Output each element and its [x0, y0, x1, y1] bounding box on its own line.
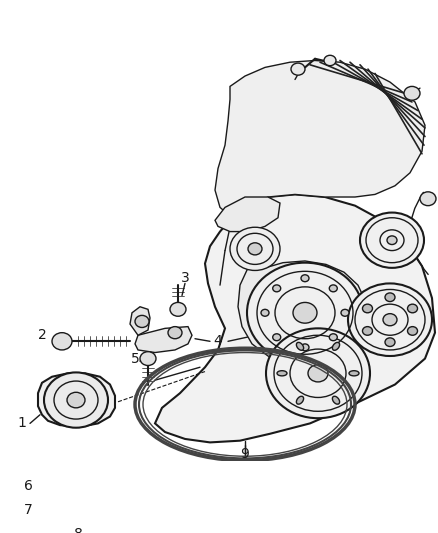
Text: 9: 9 — [240, 447, 249, 461]
Polygon shape — [130, 307, 150, 335]
Circle shape — [301, 275, 309, 281]
Circle shape — [329, 285, 337, 292]
Text: 4: 4 — [214, 334, 223, 348]
Polygon shape — [215, 60, 425, 218]
Ellipse shape — [332, 342, 339, 350]
Polygon shape — [238, 261, 368, 365]
Ellipse shape — [349, 370, 359, 376]
Circle shape — [261, 309, 269, 316]
Circle shape — [341, 309, 349, 316]
Circle shape — [293, 302, 317, 323]
Circle shape — [407, 304, 417, 313]
Circle shape — [105, 494, 119, 505]
Text: 3: 3 — [180, 271, 189, 285]
Text: 7: 7 — [24, 503, 32, 517]
Polygon shape — [48, 471, 122, 497]
Circle shape — [55, 495, 69, 507]
Circle shape — [266, 328, 370, 418]
Polygon shape — [135, 327, 192, 352]
Circle shape — [56, 481, 68, 491]
Circle shape — [348, 284, 432, 356]
Circle shape — [383, 313, 397, 326]
Text: 5: 5 — [131, 352, 139, 366]
Circle shape — [273, 285, 281, 292]
Text: 8: 8 — [74, 527, 82, 533]
Circle shape — [52, 333, 72, 350]
Polygon shape — [155, 195, 435, 442]
Circle shape — [301, 344, 309, 351]
Text: 1: 1 — [18, 416, 26, 430]
Circle shape — [363, 327, 372, 335]
Circle shape — [106, 477, 118, 487]
Circle shape — [170, 302, 186, 316]
Circle shape — [168, 327, 182, 338]
Circle shape — [291, 63, 305, 75]
Ellipse shape — [297, 396, 304, 404]
Circle shape — [420, 192, 436, 206]
Circle shape — [88, 495, 102, 507]
Ellipse shape — [297, 342, 304, 350]
Polygon shape — [215, 197, 280, 231]
Ellipse shape — [332, 396, 339, 404]
Text: 6: 6 — [24, 480, 32, 494]
Circle shape — [407, 327, 417, 335]
Text: 2: 2 — [38, 328, 46, 342]
Polygon shape — [38, 373, 115, 427]
Circle shape — [273, 334, 281, 341]
Circle shape — [67, 392, 85, 408]
Ellipse shape — [277, 370, 287, 376]
Circle shape — [404, 86, 420, 100]
Circle shape — [308, 365, 328, 382]
Circle shape — [324, 55, 336, 66]
Circle shape — [387, 236, 397, 245]
Circle shape — [360, 213, 424, 268]
Circle shape — [44, 373, 108, 427]
Circle shape — [135, 316, 149, 327]
Circle shape — [385, 293, 395, 302]
Circle shape — [363, 304, 372, 313]
Circle shape — [385, 338, 395, 346]
Circle shape — [248, 243, 262, 255]
Circle shape — [140, 352, 156, 366]
Circle shape — [329, 334, 337, 341]
Circle shape — [89, 474, 101, 484]
Circle shape — [230, 227, 280, 270]
Circle shape — [247, 263, 363, 363]
